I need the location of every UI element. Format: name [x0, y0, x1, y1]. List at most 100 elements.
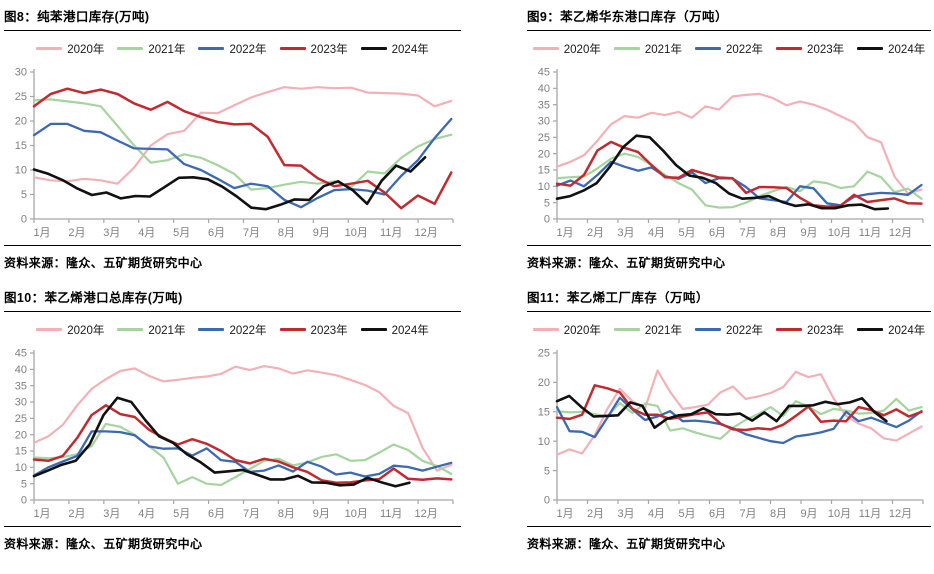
legend-label: 2021年 [148, 43, 186, 56]
svg-text:8月: 8月 [278, 227, 295, 239]
svg-text:25: 25 [538, 348, 550, 360]
legend-item-2022年: 2022年 [198, 322, 267, 338]
legend-label: 2023年 [807, 324, 845, 337]
svg-text:3月: 3月 [103, 508, 120, 520]
fig9-line-chart: 0 5 10 15 20 25 30 35 40 45 1月 2月 3月 4月 5月 6月 7月 8月 9月 10月 1… [538, 67, 924, 239]
title-divider [527, 311, 931, 312]
svg-text:5: 5 [21, 189, 27, 201]
panel-fig8: 图8：纯苯港口库存(万吨) 2020年 2021年 2022年 2023年 2024年 … [0, 0, 467, 281]
svg-text:25: 25 [15, 413, 27, 425]
svg-text:3月: 3月 [617, 227, 634, 239]
legend-swatch [694, 328, 721, 331]
svg-text:5: 5 [544, 465, 550, 477]
legend-swatch [117, 328, 144, 331]
svg-text:8月: 8月 [770, 508, 787, 520]
legend-item-2021年: 2021年 [613, 322, 682, 338]
svg-text:10: 10 [15, 165, 27, 177]
legend-item-2023年: 2023年 [279, 322, 348, 338]
fig10-line-chart: 0 5 10 15 20 25 30 35 40 45 1月 2月 3月 4月 5月 6月 7月 8月 9月 10月 1… [15, 348, 454, 520]
legend-item-2020年: 2020年 [532, 41, 601, 57]
svg-text:6月: 6月 [208, 508, 225, 520]
svg-text:15: 15 [15, 446, 27, 458]
svg-text:6月: 6月 [709, 227, 726, 239]
legend-item-2021年: 2021年 [117, 322, 185, 338]
svg-text:40: 40 [15, 364, 27, 376]
svg-text:2月: 2月 [587, 227, 604, 239]
legend-swatch [613, 328, 640, 331]
svg-text:7月: 7月 [739, 227, 756, 239]
svg-text:1月: 1月 [556, 227, 573, 239]
legend-swatch [694, 47, 721, 50]
svg-text:5月: 5月 [173, 227, 190, 239]
svg-text:1月: 1月 [556, 508, 573, 520]
svg-text:12月: 12月 [889, 508, 912, 520]
svg-text:6月: 6月 [208, 227, 225, 239]
svg-text:4月: 4月 [648, 227, 665, 239]
svg-text:15: 15 [538, 165, 550, 177]
legend-label: 2020年 [563, 43, 601, 56]
legend-swatch [776, 47, 803, 50]
svg-text:7月: 7月 [739, 508, 756, 520]
legend-swatch [36, 328, 63, 331]
chart-divider [4, 526, 461, 527]
svg-text:6月: 6月 [709, 508, 726, 520]
svg-text:0: 0 [21, 214, 27, 226]
fig10-source-note: 资料来源：隆众、五矿期货研究中心 [4, 537, 203, 551]
fig8-source-note: 资料来源：隆众、五矿期货研究中心 [4, 256, 203, 270]
legend-item-2023年: 2023年 [776, 322, 844, 338]
svg-text:9月: 9月 [313, 508, 330, 520]
legend-label: 2023年 [310, 324, 348, 337]
legend-label: 2024年 [888, 43, 926, 56]
legend-label: 2023年 [807, 43, 845, 56]
svg-text:7月: 7月 [243, 227, 260, 239]
title-divider [4, 30, 461, 31]
svg-text:30: 30 [15, 397, 27, 409]
panel-fig11-title: 图11：苯乙烯工厂库存（万吨） [527, 291, 709, 305]
svg-text:12月: 12月 [889, 227, 912, 239]
fig9-legend: 2020年 2021年 2022年 2023年 2024年 [527, 33, 931, 64]
svg-text:0: 0 [544, 495, 550, 507]
svg-text:2月: 2月 [68, 508, 85, 520]
svg-text:3月: 3月 [103, 227, 120, 239]
svg-text:11月: 11月 [380, 508, 402, 520]
svg-text:10月: 10月 [828, 508, 851, 520]
svg-text:0: 0 [544, 214, 550, 226]
legend-swatch [36, 47, 63, 50]
legend-item-2023年: 2023年 [776, 41, 844, 57]
svg-text:4月: 4月 [138, 508, 155, 520]
legend-label: 2022年 [725, 43, 764, 56]
svg-text:12月: 12月 [414, 508, 437, 520]
svg-text:30: 30 [15, 67, 27, 79]
svg-text:10: 10 [538, 436, 550, 448]
svg-text:7月: 7月 [243, 508, 260, 520]
panel-fig11: 图11：苯乙烯工厂库存（万吨） 2020年 2021年 2022年 2023年 2024… [467, 281, 934, 562]
panel-fig9: 图9：苯乙烯华东港口库存（万吨） 2020年 2021年 2022年 2023年 202… [467, 0, 934, 281]
svg-text:20: 20 [15, 116, 27, 128]
fig9-source-note: 资料来源：隆众、五矿期货研究中心 [527, 256, 726, 270]
legend-item-2022年: 2022年 [198, 41, 267, 57]
svg-text:5月: 5月 [678, 227, 695, 239]
svg-text:45: 45 [538, 67, 550, 79]
svg-text:9月: 9月 [313, 227, 330, 239]
legend-swatch [117, 47, 144, 50]
legend-label: 2024年 [391, 43, 429, 56]
svg-text:8月: 8月 [278, 508, 295, 520]
legend-label: 2021年 [644, 43, 682, 56]
legend-label: 2021年 [644, 324, 682, 337]
legend-item-2022年: 2022年 [694, 41, 764, 57]
chart-divider [527, 526, 931, 527]
svg-text:5月: 5月 [173, 508, 190, 520]
fig11-line-chart: 0 5 10 15 20 25 1月 2月 3月 4月 5月 6月 7月 8月 9月 10月 11月 12月 [538, 348, 924, 520]
legend-label: 2020年 [67, 324, 105, 337]
chart-divider [4, 245, 461, 246]
svg-text:5: 5 [544, 197, 550, 209]
legend-item-2024年: 2024年 [857, 322, 925, 338]
svg-text:4月: 4月 [648, 508, 665, 520]
legend-swatch [360, 328, 387, 331]
fig10-legend: 2020年 2021年 2022年 2023年 2024年 [4, 314, 461, 345]
svg-text:15: 15 [15, 140, 27, 152]
svg-text:10月: 10月 [345, 508, 368, 520]
legend-swatch [198, 47, 225, 50]
svg-text:11月: 11月 [380, 227, 402, 239]
